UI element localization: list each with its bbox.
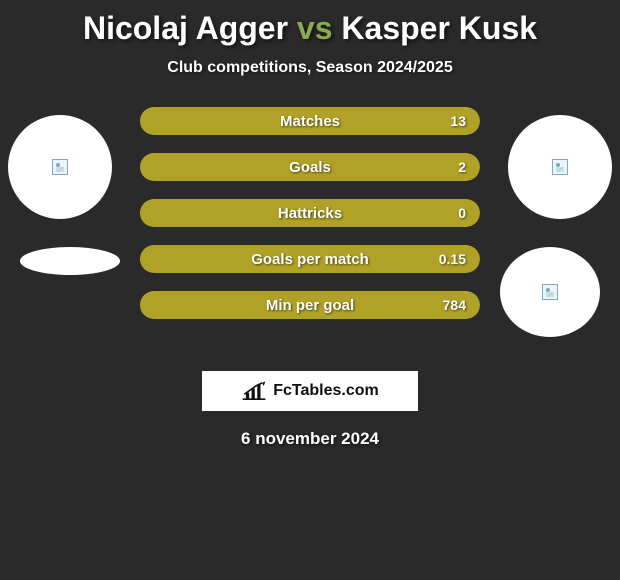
- stat-value-right: 784: [443, 297, 466, 313]
- image-placeholder-icon: [552, 159, 568, 175]
- bar-chart-icon: [241, 381, 267, 401]
- title-player1: Nicolaj Agger: [83, 10, 288, 46]
- stat-bar: Matches 13: [140, 107, 480, 135]
- image-placeholder-icon: [542, 284, 558, 300]
- stat-bar: Goals per match 0.15: [140, 245, 480, 273]
- avatar-player1-club: [20, 247, 120, 275]
- stat-label: Hattricks: [278, 205, 342, 222]
- stat-label: Goals: [289, 159, 331, 176]
- brand-text: FcTables.com: [273, 382, 379, 400]
- avatar-player2-photo: [508, 115, 612, 219]
- title-player2: Kasper Kusk: [341, 10, 537, 46]
- comparison-arena: Matches 13 Goals 2 Hattricks 0 Goals per match…: [0, 107, 620, 367]
- page-title: Nicolaj Agger vs Kasper Kusk: [0, 0, 620, 47]
- date-text: 6 november 2024: [0, 429, 620, 449]
- stat-value-right: 0.15: [439, 251, 466, 267]
- stat-bar: Hattricks 0: [140, 199, 480, 227]
- avatar-player2-club: [500, 247, 600, 337]
- stat-bar: Min per goal 784: [140, 291, 480, 319]
- image-placeholder-icon: [52, 159, 68, 175]
- stat-value-right: 13: [450, 113, 466, 129]
- stat-bars: Matches 13 Goals 2 Hattricks 0 Goals per match…: [140, 107, 480, 337]
- title-vs: vs: [297, 10, 333, 46]
- brand-badge: FcTables.com: [202, 371, 418, 411]
- stat-label: Goals per match: [251, 251, 369, 268]
- stat-label: Matches: [280, 113, 340, 130]
- stat-value-right: 2: [458, 159, 466, 175]
- avatar-player1-photo: [8, 115, 112, 219]
- subtitle: Club competitions, Season 2024/2025: [0, 59, 620, 77]
- stat-bar: Goals 2: [140, 153, 480, 181]
- stat-label: Min per goal: [266, 297, 354, 314]
- stat-value-right: 0: [458, 205, 466, 221]
